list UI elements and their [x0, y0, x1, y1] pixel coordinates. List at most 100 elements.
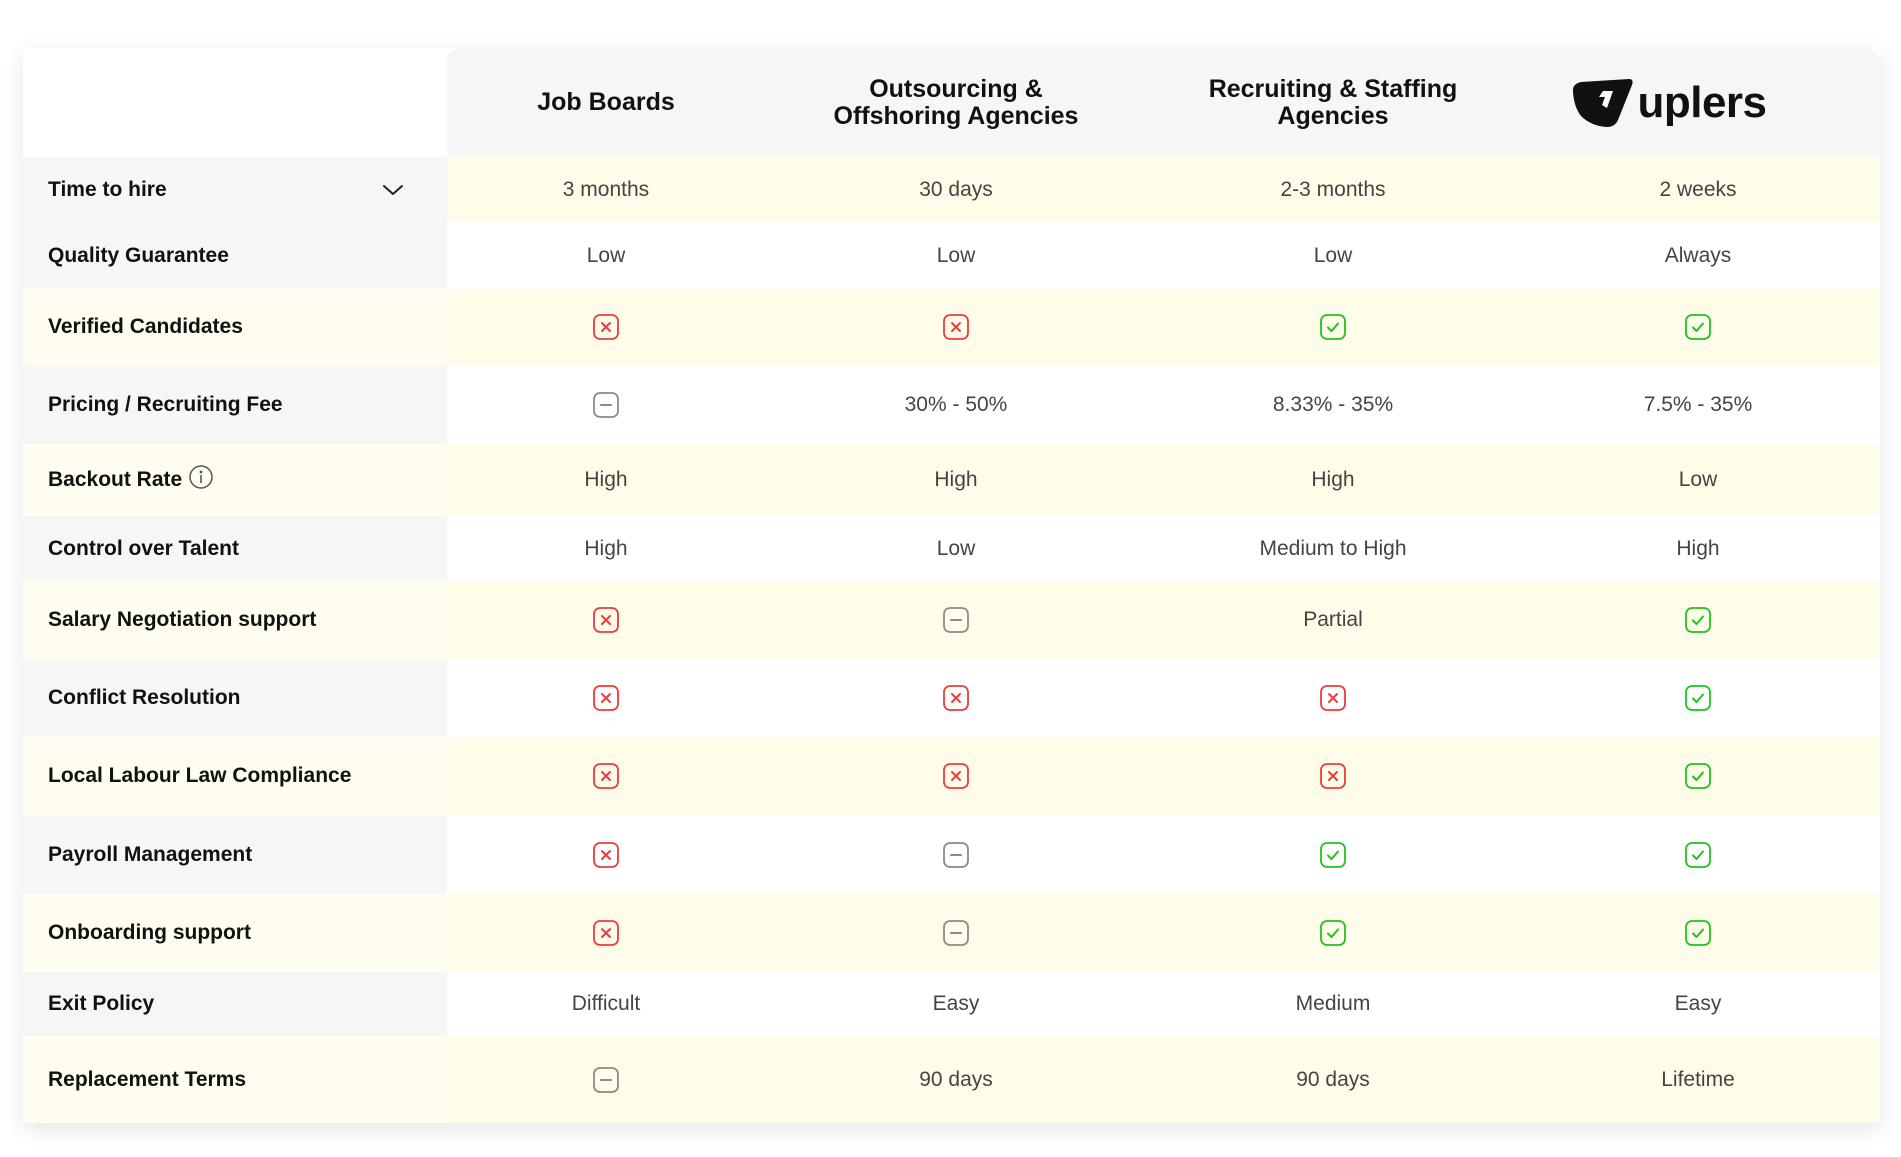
table-cell: Low — [1163, 222, 1503, 289]
row-background — [447, 516, 1880, 581]
column-header-line: Recruiting & Staffing — [1208, 74, 1458, 103]
row-label-text: Onboarding support — [48, 921, 251, 944]
table-cell: 7.5% - 35% — [1528, 365, 1868, 444]
check-icon — [1320, 841, 1346, 868]
table-cell — [436, 894, 776, 972]
table-cell — [1528, 894, 1868, 972]
row-label: Conflict Resolution — [23, 659, 447, 737]
row-label: Replacement Terms — [23, 1036, 447, 1123]
cell-value: High — [934, 468, 978, 491]
row-background — [447, 1036, 1880, 1123]
check-icon — [1685, 607, 1711, 633]
table-cell — [1528, 581, 1868, 659]
table-cell: 30 days — [786, 157, 1126, 222]
row-label: Salary Negotiation support — [23, 581, 447, 659]
dash-icon — [943, 841, 969, 868]
info-icon[interactable] — [188, 464, 214, 490]
table-cell: High — [436, 516, 776, 581]
brand-column-header: uplers — [1498, 48, 1838, 157]
table-cell: Lifetime — [1528, 1036, 1868, 1123]
table-row: Exit Policy Difficult Easy Medium Easy — [23, 972, 1880, 1036]
table-row: Conflict Resolution — [23, 659, 1880, 737]
table-cell — [786, 659, 1126, 737]
row-background — [447, 815, 1880, 894]
cell-value: Partial — [1303, 608, 1363, 631]
table-cell — [786, 815, 1126, 894]
table-row: Backout Rate High High High Low — [23, 444, 1880, 516]
cell-value: Low — [586, 243, 626, 267]
table-cell — [436, 1036, 776, 1123]
row-background — [447, 444, 1880, 516]
dash-icon — [943, 607, 969, 633]
check-icon — [1685, 685, 1711, 711]
row-label: Quality Guarantee — [23, 222, 447, 289]
table-cell — [786, 737, 1126, 815]
table-row: Quality Guarantee Low Low Low Always — [23, 222, 1880, 289]
column-header-2: Outsourcing & Offshoring Agencies — [786, 48, 1126, 157]
row-background — [447, 894, 1880, 972]
table-cell: 90 days — [786, 1036, 1126, 1123]
table-cell — [1528, 815, 1868, 894]
table-cell — [786, 581, 1126, 659]
row-label[interactable]: Time to hire — [23, 157, 447, 222]
row-background — [447, 659, 1880, 737]
column-header-1: Job Boards — [436, 48, 776, 157]
cell-value: Low — [936, 536, 976, 560]
dash-icon — [593, 1066, 619, 1093]
brand-logo-text: uplers — [1637, 78, 1767, 127]
row-label-text: Verified Candidates — [48, 315, 243, 338]
check-icon — [1320, 920, 1346, 946]
row-background — [447, 222, 1880, 289]
cell-value: High — [1676, 536, 1720, 560]
cross-icon — [943, 763, 969, 789]
row-label: Exit Policy — [23, 972, 447, 1036]
row-label-text: Time to hire — [48, 177, 167, 201]
cell-value: Easy — [1674, 992, 1722, 1015]
table-cell — [436, 365, 776, 444]
row-label: Control over Talent — [23, 516, 447, 581]
check-icon — [1320, 314, 1346, 340]
table-cell: High — [436, 444, 776, 516]
cross-icon — [593, 685, 619, 711]
table-cell: Low — [786, 222, 1126, 289]
cross-icon — [1320, 685, 1346, 711]
dash-icon — [593, 391, 619, 418]
table-cell: 8.33% - 35% — [1163, 365, 1503, 444]
table-row: Local Labour Law Compliance — [23, 737, 1880, 815]
cross-icon — [593, 314, 619, 340]
table-cell — [1163, 815, 1503, 894]
cell-value: Medium — [1295, 992, 1371, 1015]
cell-value: High — [1311, 468, 1355, 491]
column-header-line: Job Boards — [537, 88, 675, 116]
table-cell: Partial — [1163, 581, 1503, 659]
cell-value: Always — [1664, 243, 1732, 267]
row-label-text: Replacement Terms — [48, 1067, 247, 1091]
table-row: Control over Talent High Low Medium to High… — [23, 516, 1880, 581]
chevron-down-icon[interactable] — [381, 182, 405, 198]
table-cell: Medium — [1163, 972, 1503, 1036]
cross-icon — [593, 841, 619, 868]
cell-value: Difficult — [571, 992, 641, 1015]
row-label: Backout Rate — [23, 444, 447, 516]
table-cell: Low — [786, 516, 1126, 581]
table-cell: 3 months — [436, 157, 776, 222]
table-row: Verified Candidates — [23, 289, 1880, 365]
table-cell: Low — [1528, 444, 1868, 516]
row-background — [447, 289, 1880, 365]
cell-value: High — [584, 536, 628, 560]
cell-value: Low — [1313, 243, 1353, 267]
brand-logo: uplers — [1569, 76, 1767, 130]
comparison-table: Job Boards Outsourcing & Offshoring Agenci… — [23, 48, 1880, 1123]
cell-value: 2-3 months — [1280, 177, 1386, 201]
table-cell — [436, 815, 776, 894]
dash-icon — [943, 920, 969, 946]
column-header-line: Offshoring Agencies — [833, 101, 1079, 130]
table-cell — [436, 737, 776, 815]
table-cell: Always — [1528, 222, 1868, 289]
table-cell — [436, 289, 776, 365]
row-background — [447, 157, 1880, 222]
cross-icon — [943, 314, 969, 340]
cell-value: Low — [936, 243, 976, 267]
row-label: Pricing / Recruiting Fee — [23, 365, 447, 444]
row-label: Onboarding support — [23, 894, 447, 972]
